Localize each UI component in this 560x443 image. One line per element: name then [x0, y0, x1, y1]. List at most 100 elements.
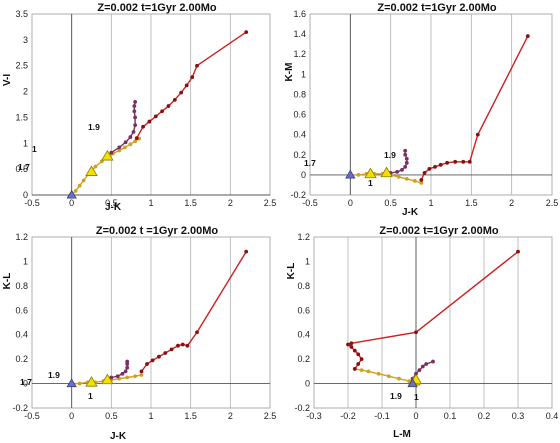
data-point: [414, 330, 418, 335]
data-point: [132, 104, 137, 108]
data-point: [412, 179, 417, 183]
y-tick-label: 0: [301, 170, 306, 180]
data-point: [349, 341, 354, 346]
y-tick-label: 3.5: [15, 9, 28, 19]
y-tick-label: 0.8: [297, 281, 310, 291]
data-point: [133, 100, 138, 104]
annotation-label: 1: [368, 178, 373, 188]
data-point: [417, 368, 422, 373]
series-line: [346, 251, 519, 370]
x-tick-label: 1.5: [465, 198, 478, 208]
marker-triangle-yellow: [101, 373, 114, 385]
data-point: [244, 30, 249, 34]
data-point: [115, 374, 120, 379]
x-axis-label: L-M: [393, 429, 411, 440]
data-point: [376, 371, 381, 376]
data-point: [125, 375, 130, 380]
x-tick-label: 0.5: [105, 411, 118, 421]
data-point: [123, 369, 128, 374]
data-point: [166, 104, 171, 108]
data-point: [160, 109, 165, 114]
y-tick-label: 0.2: [15, 354, 28, 364]
x-tick-label: -0.5: [24, 198, 40, 208]
marker-triangle-yellow: [85, 376, 98, 387]
x-tick-label: 1.5: [184, 198, 197, 208]
x-tick-label: 0.1: [444, 411, 457, 421]
data-point: [420, 364, 425, 369]
data-point: [419, 181, 424, 185]
data-point: [395, 169, 400, 174]
x-tick-label: -0.5: [24, 411, 40, 421]
data-point: [125, 365, 130, 370]
data-point: [133, 115, 138, 120]
x-tick-label: 0: [69, 198, 74, 208]
data-point: [431, 359, 435, 364]
chart-title: Z=0.002 t =1Gyr 2.00Mo: [96, 225, 219, 237]
y-tick-label: -0.2: [294, 403, 310, 413]
data-point: [427, 166, 432, 171]
x-tick-label: -0.3: [306, 411, 322, 421]
y-tick-label: -0.2: [290, 190, 306, 200]
y-tick-label: 1: [23, 256, 28, 266]
x-tick-label: 1.5: [184, 411, 197, 421]
marker-triangle-yellow: [101, 149, 114, 161]
x-tick-label: 0.5: [384, 198, 397, 208]
data-point: [352, 367, 357, 371]
y-tick-label: 1.6: [293, 9, 306, 19]
y-tick-label: 0.6: [15, 305, 28, 315]
marker-triangle-blue: [407, 378, 418, 388]
x-tick-label: 1: [428, 198, 433, 208]
y-tick-label: 0.4: [297, 330, 310, 340]
x-tick-label: -0.5: [302, 198, 318, 208]
y-tick-label: 0.6: [297, 305, 310, 315]
x-tick-label: -0.1: [374, 411, 390, 421]
data-point: [525, 34, 530, 39]
chart-panel-km-vs-jk: Z=0.002 t=1Gyr 2.00Mo -0.5 0 0.5 1 1.5 2 2.5 -0.…: [282, 0, 560, 220]
data-point: [180, 342, 185, 347]
marker-triangle-blue: [66, 378, 77, 388]
y-tick-label: 3: [23, 35, 28, 45]
x-tick-label: 2.5: [264, 411, 277, 421]
y-tick-label: 0.5: [15, 164, 28, 174]
y-tick-label: 2: [23, 87, 28, 97]
data-point: [403, 148, 408, 153]
x-tick-label: 0: [69, 411, 74, 421]
data-point: [195, 330, 199, 335]
y-tick-label: 1.4: [293, 29, 306, 39]
data-point: [172, 97, 177, 102]
data-point: [422, 170, 427, 175]
marker-triangle-blue: [345, 169, 356, 179]
data-point: [150, 358, 155, 363]
x-tick-label: 0.2: [478, 411, 491, 421]
data-point: [132, 109, 137, 114]
annotation-label: 1.9: [390, 391, 402, 401]
x-tick-label: 0: [413, 411, 418, 421]
y-tick-label: 1: [305, 256, 310, 266]
y-tick-label: 0.4: [293, 130, 306, 140]
data-point: [356, 172, 361, 177]
data-point: [403, 164, 408, 169]
data-point: [179, 90, 184, 95]
data-point: [366, 369, 371, 374]
data-point: [403, 152, 408, 157]
data-point: [195, 63, 199, 68]
x-tick-label: 2: [509, 198, 514, 208]
marker-triangle-yellow: [380, 166, 393, 178]
annotation-label: 1: [32, 144, 37, 154]
data-point: [244, 249, 249, 254]
data-point: [133, 123, 138, 128]
y-tick-label: 0: [305, 379, 310, 389]
data-point: [352, 348, 357, 353]
data-point: [433, 164, 437, 169]
x-tick-label: 0.5: [105, 198, 118, 208]
data-point: [400, 167, 404, 172]
data-point: [120, 371, 125, 376]
y-axis-label: V-I: [2, 74, 13, 86]
x-tick-label: 0: [348, 198, 353, 208]
x-tick-label: 2: [228, 198, 233, 208]
x-tick-label: 1: [148, 198, 153, 208]
x-tick-label: 2.5: [546, 198, 559, 208]
y-axis-label: K-L: [2, 273, 13, 290]
data-point: [131, 130, 136, 134]
data-point: [163, 351, 168, 355]
